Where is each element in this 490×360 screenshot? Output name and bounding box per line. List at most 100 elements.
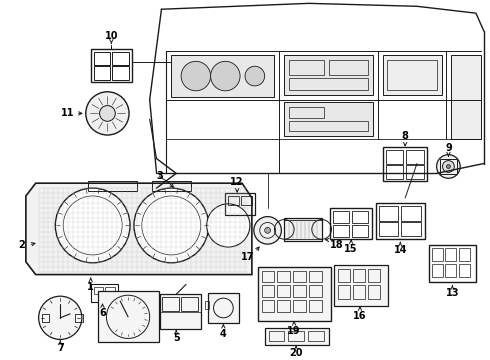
Text: 8: 8 <box>402 131 409 141</box>
Bar <box>262 300 274 312</box>
Bar <box>401 222 421 236</box>
Bar <box>172 55 274 97</box>
Bar <box>445 264 456 276</box>
Text: 16: 16 <box>353 311 367 321</box>
Bar <box>75 314 83 322</box>
Bar <box>205 301 209 309</box>
Bar <box>368 269 380 283</box>
Bar <box>309 271 321 283</box>
Circle shape <box>442 161 454 172</box>
Bar <box>309 300 321 312</box>
Bar <box>94 287 103 294</box>
Bar <box>163 297 179 311</box>
Bar <box>406 150 424 163</box>
Bar <box>383 55 441 95</box>
Bar <box>289 60 323 75</box>
Bar <box>376 203 425 239</box>
Text: 1: 1 <box>87 282 94 292</box>
Bar <box>401 206 421 221</box>
Bar <box>289 121 368 131</box>
Bar <box>241 196 252 205</box>
Text: 19: 19 <box>287 325 301 336</box>
Bar <box>293 271 306 283</box>
Bar <box>181 297 198 311</box>
Bar <box>288 330 304 341</box>
Bar <box>265 328 328 345</box>
Text: 4: 4 <box>220 329 227 338</box>
Text: 2: 2 <box>19 240 25 250</box>
Bar <box>432 264 442 276</box>
Circle shape <box>207 204 250 247</box>
Bar <box>225 193 255 215</box>
Bar <box>308 330 323 341</box>
Bar <box>333 211 349 224</box>
Bar <box>339 269 350 283</box>
Bar <box>353 285 365 299</box>
Bar <box>284 102 373 136</box>
Bar <box>333 225 349 237</box>
Bar <box>383 147 427 181</box>
Bar <box>406 166 424 179</box>
Circle shape <box>265 228 270 233</box>
Bar <box>277 271 290 283</box>
Bar <box>91 284 118 302</box>
Text: 15: 15 <box>344 244 358 254</box>
Bar <box>94 51 110 65</box>
Bar <box>386 150 403 163</box>
Bar <box>368 285 380 299</box>
Bar <box>91 49 132 82</box>
Bar <box>112 66 129 80</box>
Circle shape <box>254 217 281 244</box>
Text: 10: 10 <box>104 31 118 41</box>
Bar <box>277 285 290 297</box>
Bar <box>284 217 321 241</box>
Circle shape <box>134 188 209 263</box>
Bar <box>112 51 129 65</box>
Circle shape <box>245 66 265 86</box>
Text: 14: 14 <box>393 245 407 255</box>
Circle shape <box>181 61 211 91</box>
Bar <box>379 222 398 236</box>
Text: 18: 18 <box>330 240 343 250</box>
Circle shape <box>211 61 240 91</box>
Bar <box>352 225 368 237</box>
Text: 13: 13 <box>445 288 459 298</box>
Text: 17: 17 <box>241 252 255 262</box>
Bar <box>160 294 201 329</box>
Text: 11: 11 <box>61 108 75 118</box>
Text: 6: 6 <box>99 308 106 318</box>
Bar <box>339 285 350 299</box>
Circle shape <box>39 296 82 339</box>
Bar <box>386 166 403 179</box>
Text: 20: 20 <box>290 348 303 358</box>
Bar <box>284 55 373 95</box>
Bar <box>353 269 365 283</box>
Text: 5: 5 <box>173 333 180 343</box>
Bar <box>334 265 389 306</box>
Bar <box>432 248 442 261</box>
Bar <box>228 196 239 205</box>
Bar <box>289 78 368 90</box>
Bar <box>262 285 274 297</box>
Circle shape <box>446 165 450 168</box>
Text: 7: 7 <box>57 343 64 353</box>
Polygon shape <box>26 183 252 275</box>
Bar <box>352 211 368 224</box>
Text: 12: 12 <box>230 177 244 187</box>
Bar <box>88 181 137 191</box>
Bar <box>328 60 368 75</box>
Bar <box>269 330 284 341</box>
Bar <box>330 208 372 239</box>
Bar <box>293 285 306 297</box>
Bar <box>440 159 457 174</box>
Bar <box>262 271 274 283</box>
Bar <box>451 55 481 139</box>
Text: 9: 9 <box>445 143 452 153</box>
Bar <box>42 314 49 322</box>
Bar <box>379 206 398 221</box>
Bar <box>208 293 239 323</box>
Bar <box>151 181 191 191</box>
Circle shape <box>99 105 115 121</box>
Bar <box>258 267 331 321</box>
Circle shape <box>86 92 129 135</box>
